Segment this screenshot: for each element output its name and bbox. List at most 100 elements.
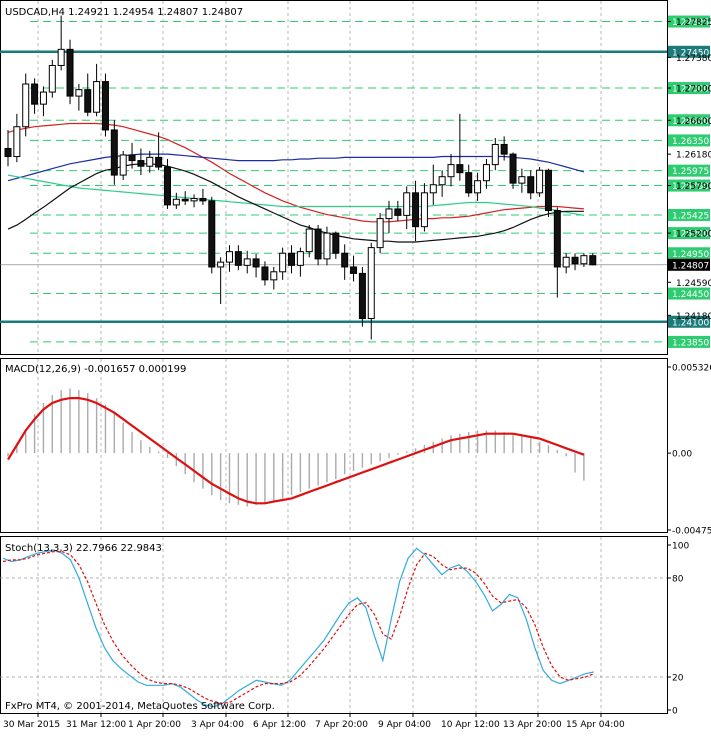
price-level-tag-label: 1.26600	[672, 117, 709, 127]
time-axis-tick-label: 6 Apr 12:00	[253, 720, 306, 730]
bull-candle	[323, 232, 331, 260]
moving-average-line	[7, 153, 585, 182]
price-axis-tick-label: 1.27000	[676, 85, 711, 95]
price-level-tag	[668, 82, 710, 95]
bear-candle	[465, 172, 473, 194]
bear-candle	[571, 256, 579, 265]
time-axis: 30 Mar 2015 31 Mar 12:00 1 Apr 20:00 3 Apr …	[3, 713, 625, 730]
bear-candle	[332, 232, 340, 254]
price-panel-frame	[0, 0, 668, 355]
stoch-axis-tick-label: 100	[672, 542, 689, 552]
bull-candle	[190, 197, 198, 202]
bear-candle	[350, 266, 358, 274]
price-level-tag	[668, 114, 710, 127]
bull-candle	[119, 154, 127, 176]
copyright-text: FxPro MT4, © 2001-2014, MetaQuotes Softw…	[5, 701, 275, 712]
price-level-tag	[668, 134, 710, 147]
bear-candle	[500, 143, 508, 155]
bull-candle	[172, 198, 180, 206]
price-level-tag	[668, 258, 710, 271]
bear-candle	[4, 147, 12, 158]
macd-title: MACD(12,26,9) -0.001657 0.000199	[5, 364, 186, 375]
macd-axis-tick-label: 0.00	[672, 450, 692, 460]
bull-candle	[438, 176, 446, 186]
bear-candle	[553, 210, 561, 268]
price-axis-tick-label: 1.26600	[676, 117, 711, 127]
bull-candle	[217, 261, 225, 268]
price-level-tag	[668, 247, 710, 260]
price-level-tag	[668, 208, 710, 221]
bear-candle	[252, 258, 260, 268]
time-axis-tick-label: 30 Mar 2015	[3, 720, 60, 730]
time-axis-tick-label: 7 Apr 20:00	[315, 720, 368, 730]
stoch-axis-tick-label: 0	[672, 707, 678, 717]
price-level-tag	[668, 164, 710, 177]
price-level-tag	[668, 227, 710, 240]
stoch-axis-tick-label: 20	[672, 674, 684, 684]
bull-candle	[146, 156, 154, 167]
bull-candle	[93, 81, 101, 113]
bull-candle	[385, 208, 393, 220]
time-axis-tick-label: 15 Apr 04:00	[566, 720, 625, 730]
price-level-tag	[668, 45, 710, 58]
bear-candle	[181, 198, 189, 202]
stoch-grid	[0, 537, 667, 713]
bear-candle	[101, 81, 109, 131]
price-level-tag	[668, 335, 710, 348]
bull-candle	[305, 228, 313, 253]
bull-candle	[376, 218, 384, 249]
moving-average-line	[7, 163, 584, 243]
price-axis-tick-label: 1.25200	[676, 230, 711, 240]
bull-candle	[447, 164, 455, 178]
bull-candle	[296, 251, 304, 266]
price-level-tag	[668, 287, 710, 300]
bull-candle	[420, 192, 428, 228]
bear-candle	[589, 255, 597, 266]
price-level-tag	[668, 315, 710, 328]
bear-candle	[288, 252, 296, 266]
bear-candle	[314, 228, 322, 260]
time-axis-tick-label: 3 Apr 04:00	[191, 720, 244, 730]
macd-grid	[37, 359, 602, 532]
price-axis-tick-label: 1.24180	[676, 312, 711, 322]
bear-candle	[199, 197, 207, 202]
bear-candle	[261, 266, 269, 281]
price-level-tag	[668, 179, 710, 192]
bear-candle	[84, 89, 92, 113]
price-level-tag-label: 1.26350	[672, 137, 709, 147]
price-level-tag-label: 1.24100	[672, 318, 709, 328]
price-level-tag-label: 1.27450	[672, 48, 709, 58]
time-axis-tick-label: 9 Apr 04:00	[378, 720, 431, 730]
macd-axis-tick-label: 0.005326	[672, 364, 711, 374]
bull-candle	[536, 169, 544, 194]
price-axis-tick-label: 1.27380	[676, 54, 711, 64]
bear-candle	[155, 156, 163, 168]
price-axis: 1.27825 1.27380 1.27000 1.26600 1.26180 1.257…	[667, 18, 711, 322]
macd-signal-line	[7, 397, 585, 505]
price-title: USDCAD,H4 1.24921 1.24954 1.24807 1.2480…	[5, 7, 243, 18]
price-level-tag-label: 1.27825	[672, 18, 709, 28]
bear-candle	[341, 252, 349, 268]
bear-candle	[358, 272, 366, 320]
bear-candle	[137, 160, 145, 167]
bear-candle	[234, 251, 242, 266]
bull-candle	[39, 91, 47, 105]
bull-candle	[75, 89, 83, 97]
stoch-main-line	[2, 547, 594, 708]
macd-panel-frame	[0, 358, 668, 533]
bear-candle	[128, 154, 136, 162]
bear-candle	[412, 192, 420, 228]
price-level-tag-label: 1.25200	[672, 230, 709, 240]
bear-candle	[527, 176, 535, 194]
bull-candle	[429, 184, 437, 194]
price-level-tag	[668, 15, 710, 28]
price-level-tag-label: 1.25790	[672, 182, 709, 192]
bull-candle	[22, 83, 30, 128]
time-axis-tick-label: 13 Apr 20:00	[503, 720, 562, 730]
stoch-axis-tick-label: 80	[672, 575, 684, 585]
time-axis-tick-label: 10 Apr 12:00	[441, 720, 500, 730]
stoch-title: Stoch(13,3,3) 22.7966 22.9843	[5, 543, 162, 554]
bear-candle	[456, 164, 464, 174]
